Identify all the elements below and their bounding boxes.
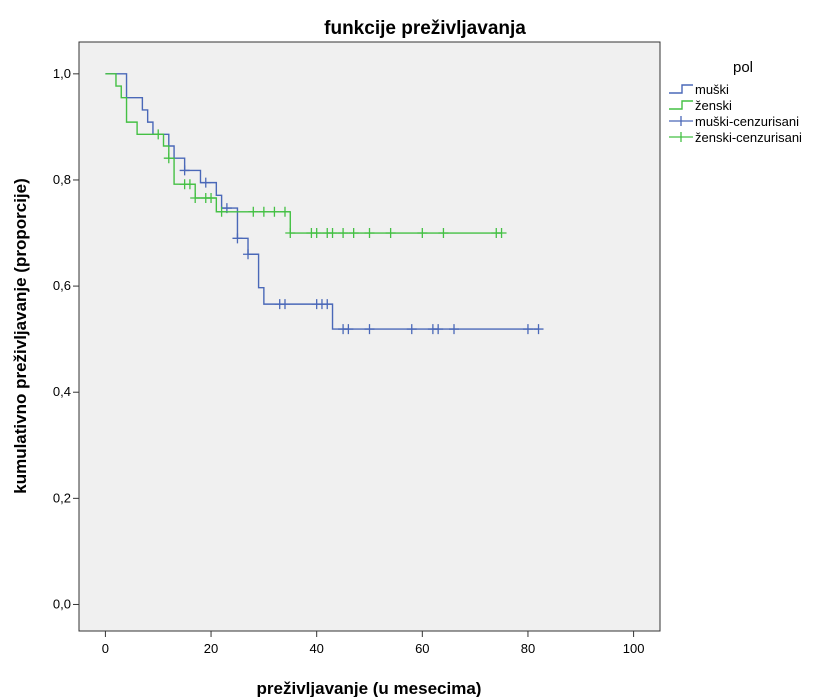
censor-mark	[179, 165, 190, 176]
y-tick-label: 0,0	[53, 596, 71, 611]
y-tick-label: 0,2	[53, 490, 71, 505]
censor-mark	[385, 228, 396, 239]
x-tick-label: 100	[623, 641, 645, 656]
censor-mark	[438, 228, 449, 239]
censor-mark	[279, 206, 290, 217]
censor-mark	[433, 324, 444, 335]
censor-mark	[190, 193, 201, 204]
censor-mark	[285, 228, 296, 239]
censor-mark	[258, 206, 269, 217]
censor-mark	[496, 228, 507, 239]
x-tick-label: 80	[521, 641, 535, 656]
legend-label: ženski	[695, 98, 732, 113]
x-axis: 0 20 40 60 80 100	[102, 631, 645, 656]
censor-mark	[417, 228, 428, 239]
x-tick-label: 0	[102, 641, 109, 656]
censor-mark	[153, 129, 164, 140]
censor-mark	[522, 324, 533, 335]
y-tick-label: 0,8	[53, 172, 71, 187]
censor-mark	[533, 324, 544, 335]
censor-mark	[338, 228, 349, 239]
censor-mark	[364, 228, 375, 239]
plot-area	[78, 41, 661, 632]
censor-mark	[206, 193, 217, 204]
x-tick-label: 40	[309, 641, 323, 656]
legend-swatch	[669, 84, 693, 94]
censor-mark	[449, 324, 460, 335]
chart-title: funkcije preživljavanja	[324, 18, 526, 39]
censor-mark	[248, 206, 259, 217]
censor-mark	[279, 299, 290, 310]
legend-title: pol	[733, 59, 753, 76]
legend-swatch	[669, 132, 693, 142]
censor-mark	[184, 179, 195, 190]
censor-mark	[364, 324, 375, 335]
legend-swatch	[669, 100, 693, 110]
censor-mark	[200, 177, 211, 188]
censor-mark	[216, 206, 227, 217]
censor-mark	[406, 324, 417, 335]
y-axis-label: kumulativno preživljavanje (proporcije)	[11, 178, 30, 494]
series-layer	[105, 73, 544, 335]
y-tick-label: 0,6	[53, 278, 71, 293]
series-line-1	[105, 73, 502, 234]
censor-mark	[348, 228, 359, 239]
legend: pol muškiženskimuški-cenzurisaniženski-c…	[669, 59, 802, 145]
censor-mark	[327, 228, 338, 239]
legend-label: muški	[695, 82, 729, 97]
x-axis-label: preživljavanje (u mesecima)	[257, 679, 482, 697]
y-tick-label: 0,4	[53, 384, 71, 399]
censor-mark	[343, 324, 354, 335]
series-line-0	[105, 73, 539, 330]
legend-label: ženski-cenzurisani	[695, 130, 802, 145]
x-tick-label: 20	[204, 641, 218, 656]
y-tick-label: 1,0	[53, 66, 71, 81]
legend-label: muški-cenzurisani	[695, 114, 799, 129]
censor-mark	[243, 249, 254, 260]
legend-swatch	[669, 116, 693, 126]
censor-mark	[322, 299, 333, 310]
y-axis: 0,0 0,2 0,4 0,6 0,8 1,0	[53, 66, 79, 611]
censor-mark	[311, 228, 322, 239]
censor-mark	[232, 233, 243, 244]
x-tick-label: 60	[415, 641, 429, 656]
censor-mark	[269, 206, 280, 217]
censor-mark	[163, 153, 174, 164]
